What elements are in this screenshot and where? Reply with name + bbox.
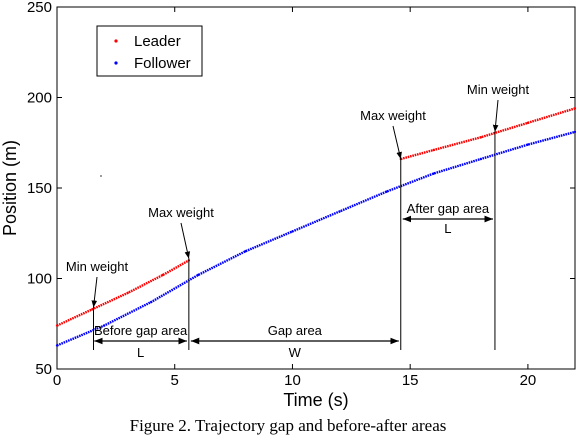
y-tick-label: 100 [27,271,52,288]
series-leader-point [55,324,59,327]
x-axis-ticks: 0 5 10 15 20 [53,7,536,389]
legend-leader-marker [114,39,118,43]
x-axis-title: Time (s) [283,390,348,410]
range-label: After gap area [407,201,490,216]
series-follower-line [56,130,576,347]
y-axis-ticks: 50 100 150 200 250 [27,0,575,378]
stray-dot [100,175,102,177]
annotation-pointer [180,222,191,259]
series-follower-point [55,344,59,347]
annotation-layer: Min weight Max weight Max weight Min weight… [66,82,530,360]
x-tick-label: 20 [520,372,537,389]
legend-follower-label: Follower [134,55,191,72]
y-axis-title: Position (m) [0,140,20,236]
series-layer [55,107,576,347]
legend: Leader Follower [96,25,203,77]
range-symbol: L [137,345,144,360]
annotation-label: Max weight [360,108,426,123]
series-follower-point [432,172,435,175]
legend-leader-label: Leader [134,33,181,50]
y-tick-label: 50 [35,361,52,378]
annotation-pointer [392,125,402,160]
series-leader-point [161,273,165,277]
series-follower-point [479,157,483,161]
series-follower-point [149,300,153,304]
series-follower-point [197,273,200,277]
series-follower-point [573,130,576,134]
x-tick-label: 15 [402,372,419,389]
annotation-label: Min weight [66,259,129,274]
legend-follower-marker [114,61,118,65]
range-symbol: W [289,345,302,360]
series-leader-point [479,136,483,139]
annotation-pointer [492,99,499,132]
series-leader-point [573,107,576,110]
range-label: Gap area [268,323,323,338]
x-tick-label: 0 [53,372,61,389]
series-follower-point [291,230,294,233]
series-follower-point [385,190,388,193]
annotation-pointer [91,276,98,308]
range-label: Before gap area [94,323,188,338]
y-tick-label: 250 [27,0,52,16]
series-follower-point [102,324,106,327]
x-tick-label: 10 [284,372,301,389]
legend-box [96,25,203,77]
y-tick-label: 200 [27,90,52,107]
annotation-label: Max weight [148,205,214,220]
series-leader-point [91,308,94,311]
y-tick-label: 150 [27,180,52,197]
series-follower-point [526,143,530,146]
figure-caption: Figure 2. Trajectory gap and before-afte… [129,416,447,435]
series-follower-point [338,210,341,213]
annotation-label: Min weight [467,82,530,97]
x-tick-label: 5 [171,372,179,389]
series-leader-point [432,148,435,152]
range-symbol: L [444,221,451,236]
trajectory-chart: 50 100 150 200 250 0 5 10 15 20 Min weight Max we… [0,0,576,410]
series-leader-point [526,121,530,125]
series-leader-point [126,291,129,295]
series-follower-point [244,250,247,253]
